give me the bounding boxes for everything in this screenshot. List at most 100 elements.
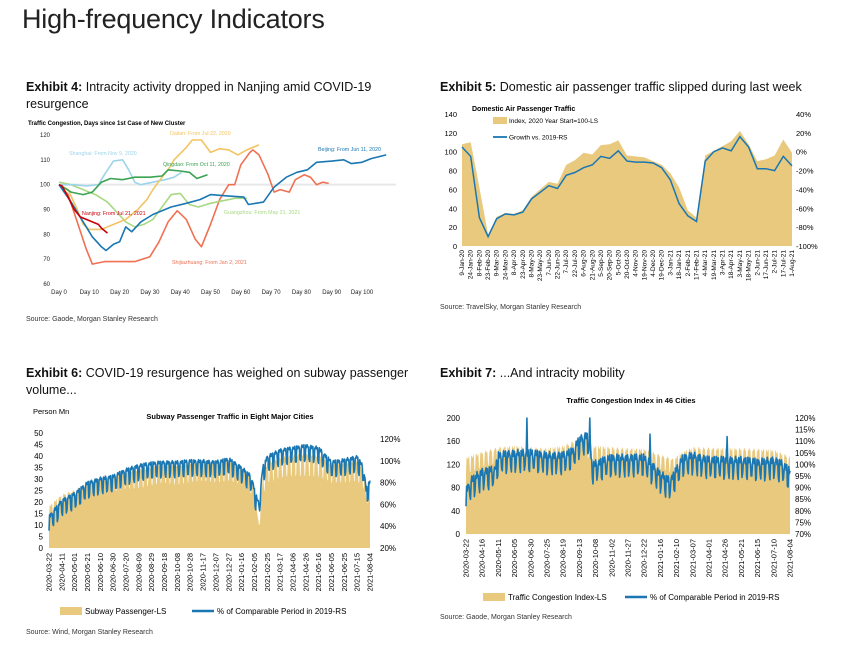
volume-area (49, 451, 370, 548)
x-tick-label: 24-Mar-20 (502, 250, 509, 280)
x-tick-label: 18-Jan-21 (676, 250, 683, 280)
x-tick-label: 23-May-20 (537, 250, 544, 281)
ratio-line (465, 417, 791, 507)
y-tick-label: 80 (43, 232, 50, 238)
y-left-tick-label: 10 (34, 521, 43, 530)
x-tick-label: 18-May-21 (746, 250, 753, 281)
x-tick-label: 2020-11-27 (624, 539, 633, 577)
x-tick-label: 2021-02-05 (250, 553, 259, 591)
x-tick-label: 2020-08-19 (559, 539, 568, 577)
y-left-tick-label: 35 (34, 464, 43, 473)
legend-label-area: Traffic Congestion Index-LS (508, 593, 607, 602)
y-left-tick-label: 200 (447, 414, 461, 423)
series-label: Shijiazhuang: From Jan 2, 2021 (172, 260, 247, 266)
y-tick-label: 90 (43, 208, 50, 214)
x-tick-label: 9-Mar-20 (494, 250, 501, 277)
series-label: Guangzhou: From May 21, 2021 (224, 210, 300, 216)
y-left-tick-label: 0 (453, 242, 457, 251)
x-tick-label: 2020-08-29 (147, 553, 156, 591)
x-tick-label: 2021-07-10 (769, 539, 778, 577)
y-right-tick-label: 70% (795, 530, 811, 539)
exhibit-4-title: Intracity activity dropped in Nanjing am… (26, 80, 372, 111)
x-tick-label: 9-Jan-20 (459, 250, 466, 276)
y-left-tick-label: 100 (444, 148, 457, 157)
y-left-tick-label: 80 (451, 484, 460, 493)
x-tick-label: 2021-02-25 (263, 553, 272, 591)
y-left-tick-label: 120 (444, 129, 457, 138)
legend-swatch-index (493, 117, 507, 124)
chart-title: Traffic Congestion, Days since 1st Case … (28, 121, 186, 127)
x-tick-label: 20-Sep-20 (607, 250, 614, 281)
x-tick-label: Day 60 (231, 290, 251, 296)
exhibit-6-chart: Subway Passenger Traffic in Eight Major … (33, 407, 400, 616)
x-tick-label: Day 90 (322, 290, 342, 296)
x-tick-label: 2020-05-01 (70, 553, 79, 591)
x-tick-label: 2021-08-04 (366, 553, 375, 591)
exhibit-4-source: Source: Gaode, Morgan Stanley Research (26, 316, 158, 323)
x-tick-label: 3-Jan-21 (667, 250, 674, 276)
y-right-tick-label: 95% (795, 472, 811, 481)
x-tick-label: 2020-03-22 (462, 539, 471, 577)
series-line (59, 159, 183, 187)
exhibit-5-source: Source: TravelSky, Morgan Stanley Resear… (440, 304, 582, 311)
exhibit-6-label: Exhibit 6: (26, 366, 83, 380)
x-tick-label: 2021-07-15 (353, 553, 362, 591)
x-tick-label: 2020-06-10 (96, 553, 105, 591)
x-tick-label: 2020-03-22 (45, 553, 54, 591)
x-tick-label: Day 100 (351, 290, 374, 296)
x-tick-label: 2020-10-28 (186, 553, 195, 591)
y-right-tick-label: 60% (380, 500, 396, 509)
x-tick-label: 17-Jun-21 (763, 250, 770, 280)
x-tick-label: 2020-05-11 (494, 539, 503, 577)
legend-label-growth: Growth vs. 2019-RS (509, 135, 568, 142)
y-right-tick-label: -20% (796, 167, 814, 176)
x-tick-label: 2020-04-16 (478, 539, 487, 577)
index-area (462, 131, 792, 246)
y-axis-label: Person Mn (33, 407, 69, 416)
x-tick-label: 18-Apr-21 (728, 250, 735, 279)
y-left-tick-label: 20 (34, 498, 43, 507)
x-tick-label: 8-Feb-20 (476, 250, 483, 277)
exhibit-7-title: ...And intracity mobility (499, 366, 625, 380)
y-tick-label: 70 (43, 257, 50, 263)
y-right-tick-label: 100% (795, 460, 815, 469)
series-line (58, 169, 208, 196)
exhibit-7-label: Exhibit 7: (440, 366, 497, 380)
x-tick-label: 3-May-21 (737, 250, 744, 278)
x-tick-label: 22-Jul-20 (572, 250, 579, 277)
x-tick-label: 2-Jun-21 (754, 250, 761, 276)
exhibit-7-source: Source: Gaode, Morgan Stanley Research (440, 614, 572, 621)
y-tick-label: 100 (40, 183, 51, 189)
exhibit-5-chart: Domestic Air Passenger Traffic 0 20 40 60 80 1… (444, 106, 818, 281)
y-left-tick-label: 45 (34, 441, 43, 450)
x-tick-label: Day 30 (140, 290, 160, 296)
y-left-tick-label: 0 (39, 544, 44, 553)
x-tick-label: 6-Aug-20 (581, 250, 588, 277)
y-left-tick-label: 40 (34, 452, 43, 461)
y-left-tick-label: 80 (449, 167, 457, 176)
exhibit-7-heading: Exhibit 7: ...And intracity mobility (440, 365, 840, 382)
y-left-tick-label: 40 (451, 507, 460, 516)
x-tick-label: 8-Apr-20 (511, 250, 518, 276)
y-right-tick-label: -100% (796, 242, 818, 251)
y-right-tick-label: 120% (380, 435, 400, 444)
y-right-tick-label: 110% (795, 437, 815, 446)
x-tick-label: 2021-05-16 (314, 553, 323, 591)
series-label: Nanjing: From Jul 21, 2021 (82, 211, 146, 217)
series-label: Shanghai: From Nov 9, 2020 (69, 151, 137, 157)
y-right-tick-label: 40% (380, 522, 396, 531)
x-tick-label: 4-Nov-20 (633, 250, 640, 277)
x-tick-label: 2020-11-02 (607, 539, 616, 577)
x-tick-label: 2021-08-04 (786, 539, 795, 577)
x-tick-label: 2021-01-16 (656, 539, 665, 577)
x-tick-label: 2020-09-18 (160, 553, 169, 591)
exhibit-6-title: COVID-19 resurgence has weighed on subwa… (26, 366, 409, 397)
x-tick-label: 2021-04-06 (288, 553, 297, 591)
series-line (58, 181, 247, 228)
x-tick-label: 8-May-20 (528, 250, 535, 278)
x-tick-label: 2021-06-05 (327, 553, 336, 591)
y-right-tick-label: 80% (380, 479, 396, 488)
x-tick-label: 23-Apr-20 (520, 250, 527, 279)
x-tick-label: 2020-05-21 (83, 553, 92, 591)
chart-title: Domestic Air Passenger Traffic (472, 106, 575, 113)
